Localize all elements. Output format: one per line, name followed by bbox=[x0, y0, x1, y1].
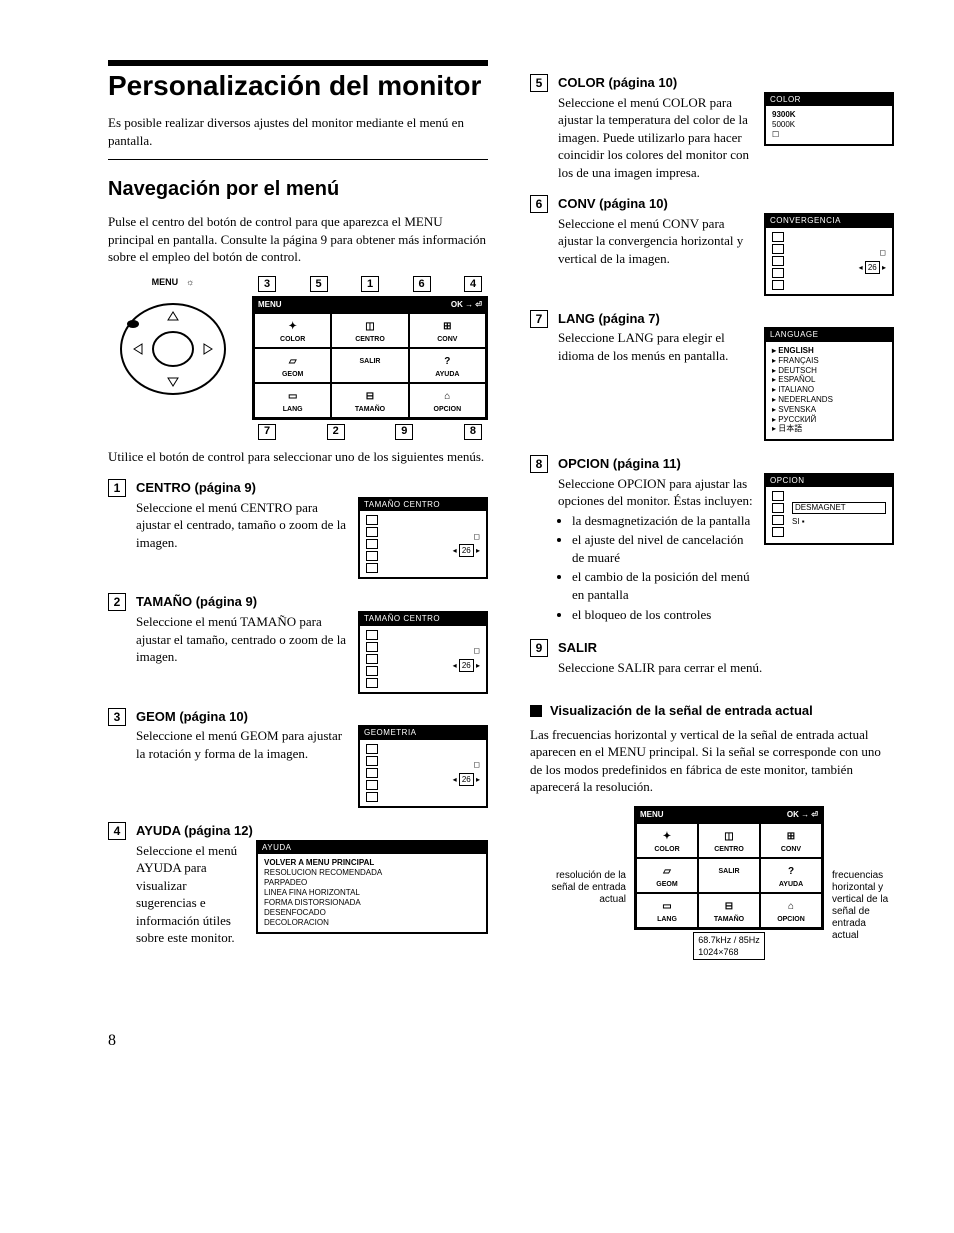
menu-cell-tamaño: ⊟TAMAÑO bbox=[331, 383, 408, 418]
joystick-icon bbox=[118, 294, 228, 404]
signal-right-label: frecuencias horizontal y vertical de la … bbox=[832, 806, 894, 942]
menu-item-5: 5COLOR (página 10)Seleccione el menú COL… bbox=[530, 74, 894, 181]
osd-preview: CONVERGENCIA◻◂ 26 ▸ bbox=[764, 213, 894, 296]
menu-cell-lang: ▭LANG bbox=[254, 383, 331, 418]
menu-item-3: 3GEOM (página 10)Seleccione el menú GEOM… bbox=[108, 708, 488, 808]
menu-cell-lang: ▭LANG bbox=[636, 893, 698, 928]
osd-preview: AYUDAVOLVER A MENU PRINCIPALRESOLUCION R… bbox=[256, 840, 488, 935]
menu-cell-conv: ⊞CONV bbox=[409, 313, 486, 348]
menu-diagram: MENU ☼ 3 5 1 6 bbox=[108, 276, 488, 440]
page-number: 8 bbox=[108, 1030, 894, 1052]
menu-cell-ayuda: ?AYUDA bbox=[409, 348, 486, 383]
osd-preview: TAMAÑO CENTRO◻◂ 26 ▸ bbox=[358, 497, 488, 580]
menu-cell-ayuda: ?AYUDA bbox=[760, 858, 822, 893]
menu-cell-geom: ▱GEOM bbox=[636, 858, 698, 893]
menu-cell-color: ✦COLOR bbox=[636, 823, 698, 858]
nav-heading: Navegación por el menú bbox=[108, 176, 488, 203]
menu-item-1: 1CENTRO (página 9)Seleccione el menú CEN… bbox=[108, 479, 488, 579]
osd-preview: OPCIONDESMAGNETSI ▪ bbox=[764, 473, 894, 546]
menu-item-7: 7LANG (página 7)Seleccione LANG para ele… bbox=[530, 310, 894, 442]
page-title: Personalización del monitor bbox=[108, 70, 488, 102]
signal-para: Las frecuencias horizontal y vertical de… bbox=[530, 726, 894, 796]
osd-preview: TAMAÑO CENTRO◻◂ 26 ▸ bbox=[358, 611, 488, 694]
menu-cell-color: ✦COLOR bbox=[254, 313, 331, 348]
menu-cell-salir: SALIR bbox=[331, 348, 408, 383]
menu-cell-salir: SALIR bbox=[698, 858, 760, 893]
callouts-top: 3 5 1 6 4 bbox=[252, 276, 488, 292]
menu-cell-centro: ◫CENTRO bbox=[698, 823, 760, 858]
after-diagram-text: Utilice el botón de control para selecci… bbox=[108, 448, 488, 466]
menu-cell-tamaño: ⊟TAMAÑO bbox=[698, 893, 760, 928]
signal-left-label: resolución de la señal de entrada actual bbox=[530, 806, 626, 906]
menu-item-9: 9SALIRSeleccione SALIR para cerrar el me… bbox=[530, 639, 894, 676]
main-menu-osd: MENU OK → ⏎ ✦COLOR◫CENTRO⊞CONV▱GEOM SALI… bbox=[252, 296, 488, 420]
signal-heading: Visualización de la señal de entrada act… bbox=[530, 702, 894, 720]
callouts-bottom: 7 2 9 8 bbox=[252, 424, 488, 440]
signal-diagram: resolución de la señal de entrada actual… bbox=[530, 806, 894, 960]
menu-cell-geom: ▱GEOM bbox=[254, 348, 331, 383]
intro-text: Es posible realizar diversos ajustes del… bbox=[108, 114, 488, 149]
square-bullet-icon bbox=[530, 705, 542, 717]
menu-cell-conv: ⊞CONV bbox=[760, 823, 822, 858]
osd-preview: COLOR9300K5000K☐ bbox=[764, 92, 894, 147]
menu-label: MENU bbox=[152, 276, 179, 288]
menu-cell-opcion: ⌂OPCION bbox=[409, 383, 486, 418]
nav-para: Pulse el centro del botón de control par… bbox=[108, 213, 488, 266]
menu-cell-opcion: ⌂OPCION bbox=[760, 893, 822, 928]
menu-item-4: 4AYUDA (página 12)Seleccione el menú AYU… bbox=[108, 822, 488, 947]
menu-cell-centro: ◫CENTRO bbox=[331, 313, 408, 348]
brightness-icon: ☼ bbox=[186, 276, 194, 288]
osd-preview: GEOMETRIA◻◂ 26 ▸ bbox=[358, 725, 488, 808]
menu-item-8: 8OPCION (página 11)Seleccione OPCION par… bbox=[530, 455, 894, 625]
menu-item-6: 6CONV (página 10)Seleccione el menú CONV… bbox=[530, 195, 894, 295]
menu-item-2: 2TAMAÑO (página 9)Seleccione el menú TAM… bbox=[108, 593, 488, 693]
osd-preview: LANGUAGE▸ ENGLISH▸ FRANÇAIS▸ DEUTSCH▸ ES… bbox=[764, 327, 894, 441]
